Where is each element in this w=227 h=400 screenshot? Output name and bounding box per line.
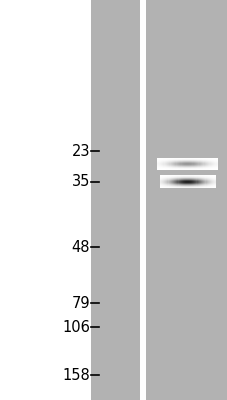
Bar — [146, 360, 227, 370]
Bar — [146, 380, 227, 390]
Bar — [146, 250, 227, 260]
Bar — [146, 350, 227, 360]
Bar — [146, 160, 227, 170]
Bar — [146, 230, 227, 240]
Bar — [91, 200, 140, 210]
Text: 158: 158 — [62, 368, 90, 383]
Bar — [146, 280, 227, 290]
Bar — [91, 320, 140, 330]
Bar — [91, 180, 140, 190]
Bar — [146, 270, 227, 280]
Bar — [91, 330, 140, 340]
Bar — [146, 110, 227, 120]
Bar — [146, 130, 227, 140]
Bar — [91, 0, 140, 400]
Bar — [91, 350, 140, 360]
Bar — [146, 390, 227, 400]
Bar — [146, 0, 227, 10]
Bar — [91, 340, 140, 350]
Text: 35: 35 — [71, 174, 90, 190]
Bar — [146, 310, 227, 320]
Bar — [91, 370, 140, 380]
Bar — [146, 170, 227, 180]
Bar — [91, 170, 140, 180]
Bar — [140, 0, 145, 400]
Bar — [146, 220, 227, 230]
Bar — [91, 100, 140, 110]
Text: 106: 106 — [62, 320, 90, 335]
Bar — [146, 40, 227, 50]
Bar — [91, 120, 140, 130]
Bar — [91, 140, 140, 150]
Bar — [146, 60, 227, 70]
Bar — [146, 70, 227, 80]
Bar — [91, 240, 140, 250]
Bar — [91, 250, 140, 260]
Bar — [146, 180, 227, 190]
Bar — [146, 20, 227, 30]
Bar — [91, 40, 140, 50]
Bar — [146, 340, 227, 350]
Bar — [91, 150, 140, 160]
Bar — [91, 190, 140, 200]
Bar — [146, 50, 227, 60]
Bar — [91, 210, 140, 220]
Bar — [146, 260, 227, 270]
Bar — [91, 160, 140, 170]
Bar — [91, 270, 140, 280]
Bar — [146, 90, 227, 100]
Bar — [91, 90, 140, 100]
Bar — [91, 70, 140, 80]
Bar — [146, 30, 227, 40]
Bar — [91, 360, 140, 370]
Bar — [91, 390, 140, 400]
Bar — [146, 330, 227, 340]
Bar — [146, 190, 227, 200]
Bar — [91, 260, 140, 270]
Bar — [146, 290, 227, 300]
Bar — [146, 100, 227, 110]
Bar — [146, 240, 227, 250]
Bar — [91, 110, 140, 120]
Bar — [91, 20, 140, 30]
Bar — [146, 10, 227, 20]
Bar — [91, 50, 140, 60]
Bar — [91, 380, 140, 390]
Bar — [146, 300, 227, 310]
Bar — [91, 60, 140, 70]
Bar — [91, 10, 140, 20]
Bar — [146, 0, 227, 400]
Bar — [91, 130, 140, 140]
Bar — [91, 280, 140, 290]
Bar — [146, 370, 227, 380]
Bar — [146, 320, 227, 330]
Bar — [146, 120, 227, 130]
Text: 79: 79 — [71, 296, 90, 311]
Bar — [146, 80, 227, 90]
Bar — [91, 80, 140, 90]
Bar — [91, 30, 140, 40]
Bar — [91, 310, 140, 320]
Bar — [91, 300, 140, 310]
Text: 23: 23 — [71, 144, 90, 159]
Bar — [146, 200, 227, 210]
Bar — [91, 290, 140, 300]
Bar — [146, 210, 227, 220]
Bar — [91, 230, 140, 240]
Bar — [91, 0, 140, 10]
Bar — [146, 140, 227, 150]
Bar — [146, 150, 227, 160]
Text: 48: 48 — [71, 240, 90, 255]
Bar — [91, 220, 140, 230]
